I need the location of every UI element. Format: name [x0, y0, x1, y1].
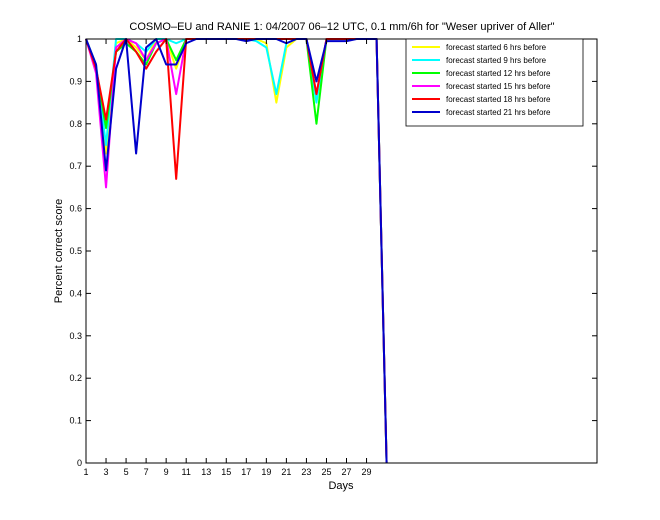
x-tick-label: 11: [182, 467, 191, 477]
y-tick-label: 0.4: [69, 288, 82, 298]
y-tick-label: 0.5: [69, 246, 82, 256]
legend-label: forecast started 9 hrs before: [446, 56, 547, 65]
x-tick-label: 9: [164, 467, 169, 477]
y-tick-label: 0.1: [69, 416, 82, 426]
x-tick-label: 5: [124, 467, 129, 477]
y-tick-label: 0.9: [69, 76, 82, 86]
legend-label: forecast started 21 hrs before: [446, 108, 551, 117]
x-tick-label: 1: [83, 467, 88, 477]
y-tick-label: 0: [77, 458, 82, 468]
legend-label: forecast started 15 hrs before: [446, 82, 551, 91]
x-tick-label: 13: [201, 467, 211, 477]
x-tick-label: 7: [144, 467, 149, 477]
x-tick-label: 27: [342, 467, 352, 477]
x-tick-label: 25: [321, 467, 331, 477]
x-tick-label: 19: [261, 467, 271, 477]
y-tick-label: 0.6: [69, 204, 82, 214]
legend-label: forecast started 12 hrs before: [446, 69, 551, 78]
legend-label: forecast started 6 hrs before: [446, 43, 547, 52]
y-tick-label: 0.8: [69, 119, 82, 129]
y-axis-label: Percent correct score: [53, 199, 65, 304]
x-axis-label: Days: [328, 480, 354, 492]
y-tick-label: 0.2: [69, 373, 82, 383]
x-axis: 1 3 5 7 9 11 13 15 17 19 21 23 25 27 29: [83, 39, 372, 477]
y-tick-label: 0.3: [69, 331, 82, 341]
x-tick-label: 17: [241, 467, 251, 477]
x-tick-label: 15: [221, 467, 231, 477]
legend-label: forecast started 18 hrs before: [446, 95, 551, 104]
y-tick-label: 1: [77, 34, 82, 44]
x-tick-label: 21: [281, 467, 291, 477]
legend: forecast started 6 hrs before forecast st…: [405, 38, 584, 127]
y-axis: 0 0.1 0.2 0.3 0.4 0.5 0.6 0.7 0.8 0.9 1: [69, 34, 597, 468]
x-tick-label: 3: [104, 467, 109, 477]
chart-title: COSMO–EU and RANIE 1: 04/2007 06–12 UTC,…: [129, 21, 554, 33]
x-tick-label: 23: [301, 467, 311, 477]
x-tick-label: 29: [362, 467, 372, 477]
y-tick-label: 0.7: [69, 161, 82, 171]
